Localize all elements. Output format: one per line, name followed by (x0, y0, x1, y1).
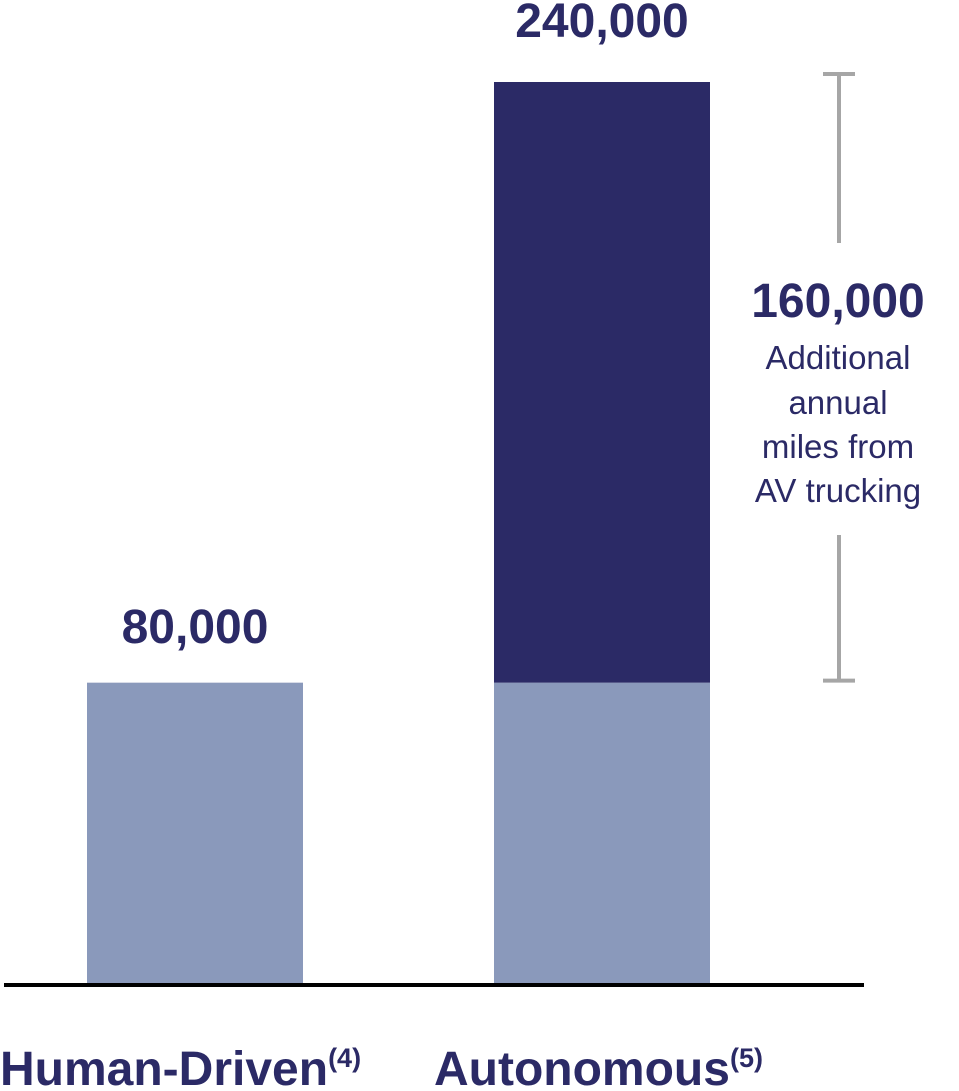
value-label-autonomous: 240,000 (515, 0, 689, 48)
bars-group (87, 82, 710, 983)
category-name-human-driven: Human-Driven (0, 1043, 328, 1091)
bar-human-driven-base (87, 682, 303, 983)
category-name-autonomous: Autonomous (434, 1043, 730, 1091)
value-label-human-driven: 80,000 (122, 601, 269, 654)
difference-text-line-1: Additional (766, 339, 911, 376)
difference-value-label: 160,000 (751, 275, 925, 328)
difference-text-line-2: annual (788, 384, 887, 421)
category-footnote-autonomous: (5) (730, 1043, 763, 1073)
difference-text-line-4: AV trucking (755, 472, 921, 509)
category-footnote-human-driven: (4) (328, 1043, 361, 1073)
category-label-human-driven: Human-Driven(4) (0, 1043, 361, 1091)
difference-text-line-3: miles from (762, 428, 914, 465)
category-label-autonomous: Autonomous(5) (434, 1043, 763, 1091)
bar-autonomous-additional (494, 82, 710, 683)
bar-autonomous-base (494, 682, 710, 983)
difference-bracket (823, 72, 855, 683)
